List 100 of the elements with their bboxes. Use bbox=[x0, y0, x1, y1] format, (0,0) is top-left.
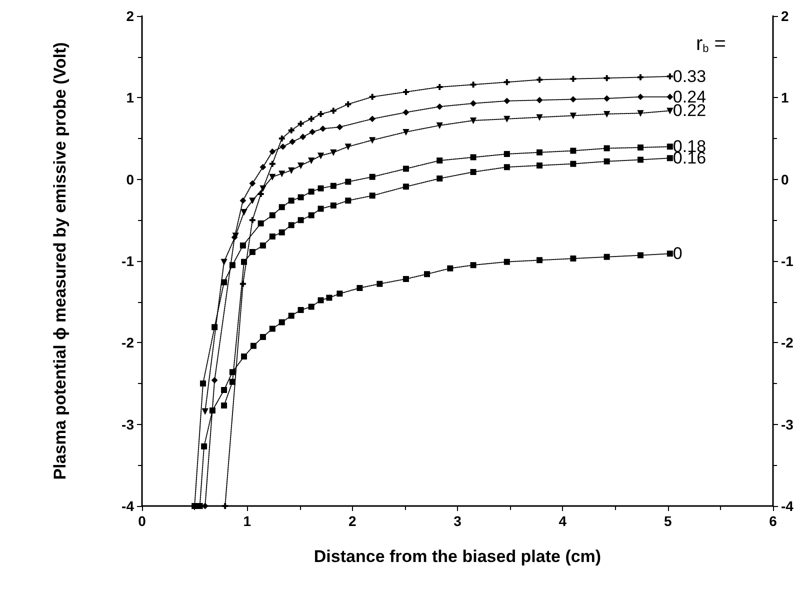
point bbox=[604, 254, 610, 260]
point bbox=[666, 155, 673, 162]
point bbox=[260, 334, 266, 340]
point bbox=[570, 148, 576, 154]
point bbox=[308, 188, 314, 195]
point bbox=[269, 174, 276, 180]
point bbox=[249, 180, 256, 186]
point bbox=[436, 158, 443, 164]
point bbox=[536, 97, 543, 104]
point bbox=[570, 112, 576, 119]
y-tick-label: -1 bbox=[122, 253, 134, 269]
point bbox=[504, 164, 510, 170]
point bbox=[221, 279, 228, 286]
point bbox=[258, 191, 264, 198]
x-tick-label: 2 bbox=[348, 513, 356, 529]
point bbox=[318, 185, 324, 192]
point bbox=[308, 304, 314, 310]
y-tick-label: 1 bbox=[126, 90, 134, 106]
point bbox=[326, 294, 332, 301]
point bbox=[318, 152, 324, 159]
point bbox=[470, 262, 476, 268]
point bbox=[330, 108, 336, 114]
point bbox=[447, 265, 454, 272]
series-label: 0.33 bbox=[672, 66, 706, 86]
point bbox=[470, 168, 476, 175]
point bbox=[330, 149, 336, 156]
y2-tick-label: 0 bbox=[781, 171, 789, 188]
point bbox=[402, 276, 409, 282]
point bbox=[470, 154, 476, 160]
point bbox=[536, 114, 543, 120]
point bbox=[250, 342, 256, 349]
y2-tick-label: -4 bbox=[781, 498, 794, 514]
point bbox=[318, 297, 324, 304]
point bbox=[288, 167, 294, 174]
point bbox=[222, 503, 228, 509]
point bbox=[212, 377, 218, 384]
point bbox=[318, 111, 324, 117]
point bbox=[241, 209, 248, 215]
point bbox=[402, 166, 409, 172]
point bbox=[202, 408, 208, 414]
point bbox=[436, 176, 443, 182]
x-tick-label: 5 bbox=[664, 513, 672, 529]
point bbox=[369, 116, 376, 122]
point bbox=[666, 144, 673, 150]
point bbox=[536, 149, 543, 156]
y-tick-label: 0 bbox=[126, 171, 134, 188]
y2-tick-label: -1 bbox=[781, 253, 794, 269]
point bbox=[212, 324, 218, 330]
point bbox=[200, 380, 206, 386]
point bbox=[229, 262, 236, 268]
point bbox=[258, 220, 264, 226]
y-tick-label: -2 bbox=[122, 334, 134, 351]
point bbox=[260, 164, 266, 170]
y-tick-label: -3 bbox=[122, 416, 134, 432]
point bbox=[424, 271, 430, 278]
y2-tick-label: -3 bbox=[781, 416, 794, 432]
point bbox=[666, 73, 673, 80]
point bbox=[604, 95, 610, 102]
point bbox=[278, 319, 285, 326]
point bbox=[637, 252, 644, 258]
point bbox=[241, 354, 248, 360]
point bbox=[278, 229, 285, 236]
point bbox=[260, 185, 266, 192]
point bbox=[289, 138, 296, 145]
point bbox=[504, 116, 510, 122]
x-tick-label: 3 bbox=[454, 513, 462, 529]
point bbox=[637, 110, 644, 116]
point bbox=[229, 369, 236, 376]
point bbox=[280, 144, 286, 150]
point bbox=[336, 124, 343, 130]
point bbox=[402, 109, 409, 116]
point bbox=[356, 284, 363, 291]
point bbox=[278, 136, 285, 142]
point bbox=[269, 212, 276, 218]
point bbox=[504, 151, 510, 158]
x-tick-label: 4 bbox=[558, 513, 567, 529]
point bbox=[309, 128, 316, 135]
point bbox=[308, 212, 314, 218]
point bbox=[570, 160, 576, 167]
point bbox=[504, 258, 510, 265]
x-tick-label: 1 bbox=[243, 513, 252, 529]
point bbox=[300, 134, 306, 140]
point bbox=[278, 170, 285, 177]
point bbox=[536, 162, 543, 168]
point bbox=[240, 198, 246, 204]
point bbox=[570, 76, 576, 82]
point bbox=[288, 127, 294, 134]
point bbox=[330, 182, 336, 189]
point bbox=[202, 503, 208, 509]
point bbox=[308, 158, 314, 164]
point bbox=[288, 198, 294, 204]
y2-tick-label: 2 bbox=[781, 8, 789, 24]
point bbox=[376, 280, 383, 287]
point bbox=[298, 307, 304, 313]
point bbox=[470, 82, 476, 88]
point bbox=[436, 104, 443, 110]
point bbox=[470, 100, 476, 106]
point bbox=[504, 79, 510, 86]
series-label: 0 bbox=[672, 244, 682, 264]
point bbox=[320, 126, 326, 132]
